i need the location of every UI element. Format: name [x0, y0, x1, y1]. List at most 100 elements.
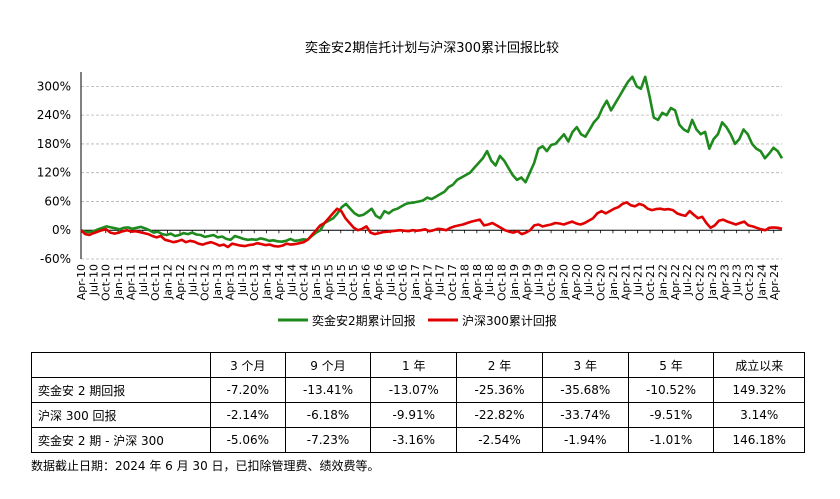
table-header-cell: 3 个月: [210, 352, 286, 378]
x-tick-label: Apr-24: [768, 264, 781, 300]
x-tick-label: Apr-15: [322, 264, 335, 300]
x-tick-label: Jan-14: [261, 264, 274, 300]
x-tick-label: Apr-12: [174, 264, 187, 300]
table-cell: -13.41%: [284, 377, 372, 403]
x-tick-label: Apr-11: [124, 264, 137, 300]
x-tick-label: Jan-11: [112, 264, 125, 300]
x-tick-label: Jan-22: [656, 264, 669, 300]
table-row: 奕金安 2 期 - 沪深 300 -5.06% -7.23% -3.16% -2…: [31, 427, 805, 453]
table-cell: -9.91%: [370, 402, 458, 428]
x-tick-label: Jul-12: [186, 264, 199, 296]
y-tick-label: -60%: [40, 252, 71, 266]
x-tick-label: Oct-14: [298, 264, 311, 301]
x-tick-label: Jul-13: [236, 264, 249, 296]
table-cell: 149.32%: [713, 377, 805, 403]
table-cell: -2.14%: [210, 402, 286, 428]
table-cell: -9.51%: [627, 402, 715, 428]
x-tick-label: Jul-18: [483, 264, 496, 296]
table-header-cell: 成立以来: [713, 352, 805, 378]
x-tick-label: Oct-13: [248, 264, 261, 301]
x-tick-label: Oct-22: [694, 264, 707, 301]
table-header-row: 3 个月 9 个月 1 年 2 年 3 年 5 年 成立以来: [31, 352, 805, 378]
x-tick-label: Jul-20: [582, 264, 595, 296]
table-cell: -22.82%: [456, 402, 543, 428]
x-tick-label: Apr-20: [570, 264, 583, 300]
x-tick-label: Jul-19: [533, 264, 546, 296]
chart-title: 奕金安2期信托计划与沪深300累计回报比较: [305, 40, 559, 56]
x-tick-label: Apr-18: [471, 264, 484, 300]
performance-table: 3 个月 9 个月 1 年 2 年 3 年 5 年 成立以来 奕金安 2 期回报…: [31, 352, 805, 453]
table-cell: -35.68%: [541, 377, 629, 403]
table-cell: -7.20%: [210, 377, 286, 403]
table-cell: -1.01%: [627, 427, 715, 453]
x-tick-label: Jan-24: [755, 264, 768, 300]
x-tick-label: Oct-16: [397, 264, 410, 301]
y-tick-label: 120%: [37, 166, 71, 180]
table-header-cell: 9 个月: [284, 352, 372, 378]
x-tick-label: Jul-15: [335, 264, 348, 296]
x-tick-label: Apr-21: [619, 264, 632, 300]
table-row: 奕金安 2 期回报 -7.20% -13.41% -13.07% -25.36%…: [31, 377, 805, 403]
x-tick-label: Apr-17: [421, 264, 434, 300]
x-tick-label: Jan-21: [607, 264, 620, 300]
x-tick-label: Jul-23: [731, 264, 744, 296]
table-cell: -6.18%: [284, 402, 372, 428]
x-tick-label: Apr-10: [75, 264, 88, 300]
row-label: 沪深 300 回报: [31, 402, 211, 428]
table-cell: -10.52%: [627, 377, 715, 403]
x-tick-label: Oct-17: [446, 264, 459, 301]
x-tick-label: Jul-11: [137, 264, 150, 296]
x-tick-label: Jan-18: [458, 264, 471, 300]
series-line-1: [80, 201, 783, 249]
x-tick-label: Jan-13: [211, 264, 224, 300]
x-tick-label: Jan-15: [310, 264, 323, 300]
table-cell: -33.74%: [541, 402, 629, 428]
table-cell: -1.94%: [541, 427, 629, 453]
cumulative-return-chart: 奕金安2期信托计划与沪深300累计回报比较 -60% 0% 60% 120% 180% 24…: [37, 40, 784, 328]
x-tick-label: Jul-22: [681, 264, 694, 296]
x-tick-label: Oct-21: [644, 264, 657, 301]
table-cell: -3.16%: [370, 427, 458, 453]
x-tick-label: Oct-20: [595, 264, 608, 301]
table-header-cell: [31, 352, 211, 378]
x-tick-label: Oct-10: [100, 264, 113, 301]
table-cell: -2.54%: [456, 427, 543, 453]
x-tick-label: Apr-19: [520, 264, 533, 300]
x-tick-label: Apr-16: [372, 264, 385, 300]
x-tick-label: Jul-14: [285, 264, 298, 296]
x-tick-label: Jul-17: [434, 264, 447, 296]
y-tick-label: 180%: [37, 137, 71, 151]
x-tick-label: Apr-13: [223, 264, 236, 300]
x-tick-label: Jul-16: [384, 264, 397, 296]
table-cell: -13.07%: [370, 377, 458, 403]
table-cell: -5.06%: [210, 427, 286, 453]
x-tick-label: Oct-12: [199, 264, 212, 301]
y-tick-label: 60%: [44, 194, 71, 208]
x-tick-label: Jan-12: [162, 264, 175, 300]
x-tick-label: Oct-23: [743, 264, 756, 301]
table-cell: -25.36%: [456, 377, 543, 403]
x-tick-label: Jan-17: [409, 264, 422, 300]
y-tick-label: 300%: [37, 79, 71, 93]
data-note: 数据截止日期：2024 年 6 月 30 日，已扣除管理费、绩效费等。: [31, 459, 380, 473]
x-tick-label: Apr-22: [669, 264, 682, 300]
table-header-cell: 5 年: [627, 352, 715, 378]
table-row: 沪深 300 回报 -2.14% -6.18% -9.91% -22.82% -…: [31, 402, 805, 428]
table-cell: 3.14%: [713, 402, 805, 428]
x-tick-label: Apr-14: [273, 264, 286, 300]
table-header-cell: 1 年: [370, 352, 458, 378]
x-tick-label: Jul-21: [632, 264, 645, 296]
x-tick-label: Jan-19: [508, 264, 521, 300]
x-tick-label: Oct-19: [545, 264, 558, 301]
table-cell: -7.23%: [284, 427, 372, 453]
x-tick-label: Jan-16: [360, 264, 373, 300]
x-tick-label: Oct-15: [347, 264, 360, 301]
y-tick-label: 240%: [37, 108, 71, 122]
series-line-0: [80, 75, 784, 243]
x-tick-label: Jan-23: [706, 264, 719, 300]
table-header-cell: 2 年: [456, 352, 543, 378]
row-label: 奕金安 2 期 - 沪深 300: [31, 427, 211, 453]
x-tick-label: Oct-18: [496, 264, 509, 301]
x-tick-label: Apr-23: [718, 264, 731, 300]
x-tick-label: Oct-11: [149, 264, 162, 301]
